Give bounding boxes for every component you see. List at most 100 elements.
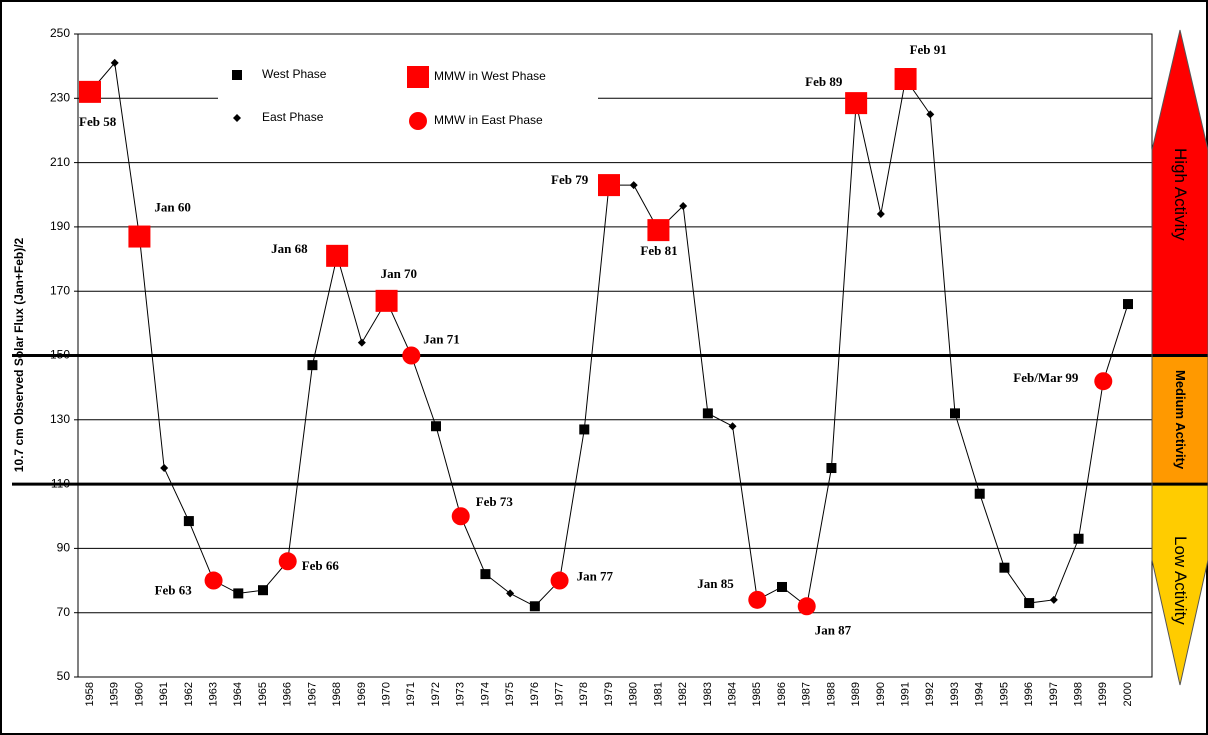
y-tick-label: 170 xyxy=(50,283,70,297)
annotation: Feb 63 xyxy=(155,583,193,598)
point xyxy=(797,597,816,616)
x-tick-label: 1988 xyxy=(825,682,837,706)
point xyxy=(79,80,101,103)
x-tick-label: 1964 xyxy=(232,682,244,706)
point xyxy=(1094,372,1113,391)
point xyxy=(110,58,119,67)
x-tick-label: 1996 xyxy=(1023,682,1035,706)
point xyxy=(728,422,737,431)
x-tick-label: 1965 xyxy=(257,682,269,706)
x-tick-label: 1995 xyxy=(998,682,1010,706)
x-tick-label: 1986 xyxy=(776,682,788,706)
x-tick-label: 1990 xyxy=(875,682,887,706)
arrow-outline xyxy=(1151,29,1208,686)
x-tick-label: 1972 xyxy=(430,682,442,706)
point xyxy=(183,516,194,527)
x-tick-label: 1969 xyxy=(356,682,368,706)
legend-marker xyxy=(233,114,241,122)
point xyxy=(598,174,620,197)
x-tick-label: 1960 xyxy=(133,682,145,706)
annotation: Jan 60 xyxy=(154,200,190,215)
x-tick-label: 1966 xyxy=(282,682,294,706)
x-tick-label: 1975 xyxy=(504,682,516,706)
legend-label: MMW in East Phase xyxy=(434,113,543,127)
point xyxy=(826,463,837,474)
legend-label: East Phase xyxy=(262,110,324,124)
point xyxy=(326,244,349,267)
point xyxy=(999,562,1010,573)
x-tick-label: 1962 xyxy=(183,682,195,706)
annotation: Feb 91 xyxy=(910,42,947,57)
x-tick-label: 1980 xyxy=(628,682,640,706)
x-tick-label: 1967 xyxy=(306,682,318,706)
point xyxy=(1123,299,1133,310)
point xyxy=(431,421,441,432)
legend-marker xyxy=(232,70,242,80)
point xyxy=(845,92,868,115)
annotation: Feb/Mar 99 xyxy=(1013,370,1079,385)
x-tick-label: 1991 xyxy=(899,682,911,706)
point xyxy=(278,552,297,571)
point xyxy=(926,110,935,119)
point xyxy=(876,210,885,219)
legend-label: MMW in West Phase xyxy=(434,69,546,83)
band-label: Medium Activity xyxy=(1172,370,1188,470)
point xyxy=(679,202,688,211)
x-tick-label: 1989 xyxy=(850,682,862,706)
x-tick-label: 1961 xyxy=(158,682,170,706)
annotation: Feb 89 xyxy=(805,74,843,89)
annotation: Jan 77 xyxy=(577,569,614,584)
point xyxy=(1073,533,1084,544)
point xyxy=(629,181,638,190)
y-tick-label: 90 xyxy=(57,541,71,555)
point xyxy=(357,338,366,347)
annotation: Feb 81 xyxy=(640,243,677,258)
annotation: Jan 87 xyxy=(815,622,852,637)
x-tick-label: 1993 xyxy=(949,682,961,706)
point xyxy=(702,408,713,419)
point xyxy=(579,424,590,435)
x-tick-label: 1971 xyxy=(405,682,417,706)
legend-label: West Phase xyxy=(262,67,327,81)
x-tick-label: 1982 xyxy=(677,682,689,706)
x-tick-label: 1979 xyxy=(603,682,615,706)
annotation: Feb 58 xyxy=(79,114,117,129)
point xyxy=(451,507,470,526)
x-tick-label: 1981 xyxy=(652,682,664,706)
y-tick-label: 230 xyxy=(50,90,70,104)
x-tick-label: 1968 xyxy=(331,682,343,706)
x-tick-label: 1997 xyxy=(1048,682,1060,706)
x-tick-label: 1959 xyxy=(109,682,121,706)
y-tick-label: 190 xyxy=(50,219,70,233)
point xyxy=(894,68,917,91)
point xyxy=(402,346,421,365)
point xyxy=(1024,598,1035,609)
y-tick-label: 50 xyxy=(57,669,71,683)
annotation: Jan 71 xyxy=(423,331,459,346)
x-tick-label: 1992 xyxy=(924,682,936,706)
point xyxy=(506,589,515,598)
point xyxy=(233,588,244,599)
point xyxy=(160,464,169,473)
y-tick-label: 130 xyxy=(50,412,70,426)
x-tick-label: 1977 xyxy=(553,682,565,706)
point xyxy=(950,408,960,419)
band xyxy=(1152,355,1208,485)
x-tick-label: 2000 xyxy=(1122,682,1134,706)
x-tick-label: 1983 xyxy=(702,682,714,706)
legend-marker xyxy=(407,66,429,88)
x-tick-label: 1976 xyxy=(529,682,541,706)
point xyxy=(307,360,318,371)
band-label: Low Activity xyxy=(1170,536,1190,625)
x-tick-label: 1998 xyxy=(1072,682,1084,706)
x-tick-label: 1999 xyxy=(1097,682,1109,706)
point xyxy=(974,488,985,499)
y-tick-label: 210 xyxy=(50,155,70,169)
annotation: Feb 79 xyxy=(551,172,589,187)
point xyxy=(128,225,151,248)
point xyxy=(480,569,491,580)
y-tick-label: 250 xyxy=(50,26,70,40)
